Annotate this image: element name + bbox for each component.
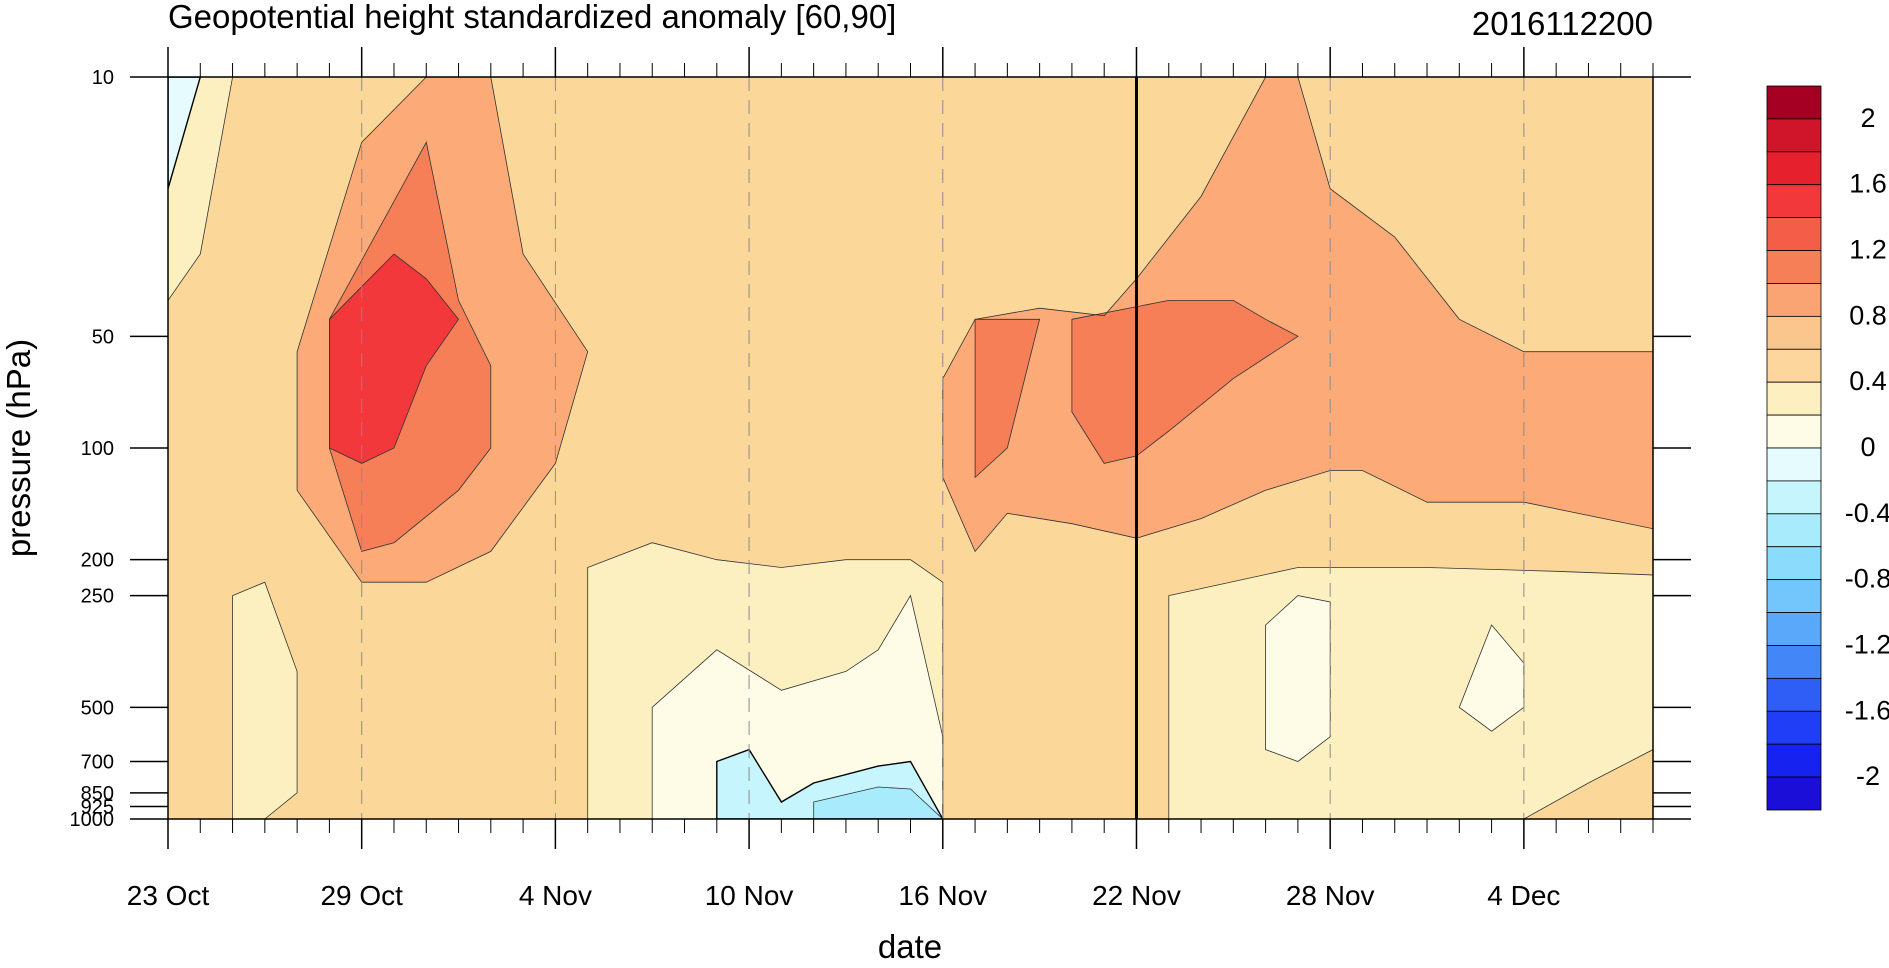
contour-region-14 [1265,595,1331,762]
colorbar-box [1766,348,1822,383]
colorbar-label: -2 [1856,761,1880,791]
colorbar-box [1766,710,1822,745]
colorbar-box [1766,381,1822,416]
x-tick-label: 10 Nov [705,880,794,911]
contour-line-11 [716,748,944,819]
contour-line-1 [296,77,589,583]
y-tick-label: 700 [81,752,114,774]
contour-region-4 [1071,300,1298,464]
colorbar-box [1766,579,1822,613]
contour-fill-layer [168,77,1653,819]
contour-region-16 [232,582,298,819]
y-tick-label: 500 [81,697,114,719]
x-tick-label: 16 Nov [898,880,987,911]
colorbar: 2 1.6 1.2 0.8 0.4 0 -0.4 -0.8 -1.2 -1.6 -2 [1766,85,1889,811]
colorbar-box [1766,612,1822,646]
x-tick-label: 4 Dec [1487,880,1560,911]
chart-subtitle: 2016112200 [1472,5,1653,42]
x-axis-label: date [878,928,942,963]
colorbar-box [1766,217,1822,251]
colorbar-box [1766,546,1822,581]
colorbar-label: 0.4 [1849,366,1887,396]
colorbar-box [1766,645,1822,679]
colorbar-label: 2 [1860,103,1875,133]
colorbar-box [1766,513,1822,548]
x-tick-label: 23 Oct [127,880,210,911]
x-tick-label: 22 Nov [1092,880,1181,911]
x-tick-label: 28 Nov [1286,880,1375,911]
contour-region-15 [1459,625,1524,732]
y-tick-label: 850 [81,783,114,805]
colorbar-box [1766,250,1822,284]
colorbar-box [1766,480,1822,515]
contour-line-14 [1265,595,1331,762]
colorbar-box [1766,283,1822,317]
contour-line-9 [587,542,944,819]
y-axis-label: pressure (hPa) [0,339,37,557]
colorbar-box [1766,184,1822,219]
colorbar-label: -1.2 [1845,629,1889,659]
contour-region-12 [813,787,943,819]
contour-line-8 [168,77,202,189]
contour-line-5 [974,318,1041,479]
colorbar-box [1766,447,1822,482]
colorbar-label: -0.4 [1845,498,1889,528]
colorbar-box [1766,151,1822,186]
contour-line-12 [813,786,944,819]
colorbar-label: 1.6 [1849,169,1887,199]
colorbar-box [1766,677,1822,712]
colorbar-label: 0 [1860,432,1875,462]
contour-line-16 [232,581,298,819]
y-tick-label: 100 [81,438,114,460]
y-tick-label: 10 [92,67,114,89]
contour-line-13 [1168,567,1653,819]
x-axis: 23 Oct 29 Oct 4 Nov 10 Nov 16 Nov 22 Nov 28 No… [127,47,1654,911]
y-tick-label: 250 [81,586,114,608]
colorbar-box [1766,315,1822,350]
colorbar-label: -0.8 [1845,564,1889,594]
chart-title: Geopotential height standardized anomaly… [168,0,896,35]
y-tick-label: 925 [81,796,114,818]
contour-line-3 [328,141,492,552]
y-tick-label: 200 [81,550,114,572]
colorbar-box [1766,85,1822,120]
colorbar-box [1766,414,1822,449]
contour-line-10 [651,594,944,819]
contour-line-6 [328,253,459,464]
y-tick-label: 50 [92,326,114,348]
contour-region-13 [1168,567,1653,819]
contour-line-7 [168,77,234,302]
colorbar-label: 0.8 [1849,300,1887,330]
y-tick-label: 1000 [70,809,115,831]
contour-line-4 [1071,299,1299,464]
x-tick-label: 4 Nov [519,880,592,911]
colorbar-label: 1.2 [1849,235,1887,265]
colorbar-box [1766,743,1822,778]
x-tick-label: 29 Oct [320,880,403,911]
contour-line-2 [942,77,1653,553]
contour-line-layer [168,77,1653,819]
colorbar-box [1766,776,1822,811]
colorbar-label: -1.6 [1845,695,1889,725]
contour-region-5 [975,319,1040,478]
colorbar-box [1766,118,1822,153]
